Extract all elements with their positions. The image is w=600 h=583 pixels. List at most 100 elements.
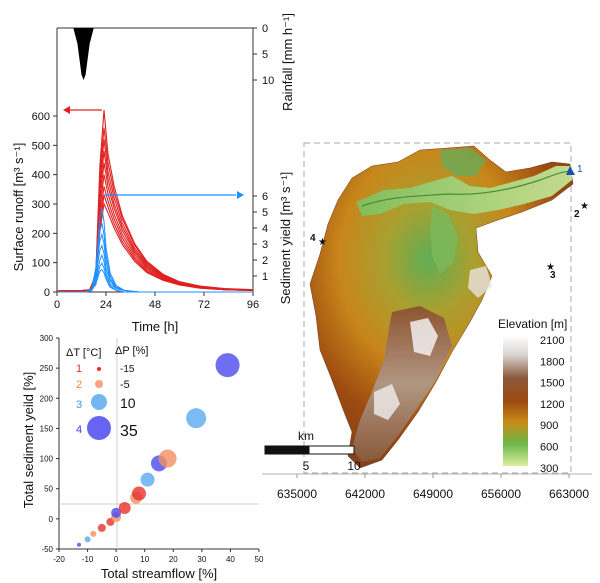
scatter-point [140, 472, 155, 487]
scatter-panel: -20 -10 0 10 20 30 40 50 -50 0 50 100 150 200 250 300 T… [21, 334, 264, 581]
legend-dp-marker-10 [91, 394, 107, 410]
hydro-ylabel-right: Sediment yield [m³ s⁻¹] [278, 172, 293, 305]
legend-dp-10: 10 [120, 395, 136, 411]
legend-dp-marker-minus5 [95, 380, 103, 388]
station-2-marker: ★ [580, 201, 589, 212]
scatter-point [77, 542, 81, 547]
scatter-ytick-label: 100 [40, 455, 54, 464]
elevation-colorbar [503, 336, 528, 466]
scatter-ytick-label: -50 [41, 545, 53, 554]
scatter-point [118, 502, 131, 515]
valley-branch-south [430, 206, 458, 274]
scatter-point [90, 530, 97, 537]
map-xtick-label: 635000 [277, 487, 317, 501]
map-xtick-label: 642000 [345, 487, 385, 501]
scalebar-unit: km [298, 429, 314, 443]
sediment-series-15 [57, 268, 253, 293]
scatter-xtick-label: 0 [114, 555, 119, 564]
legend-dp-minus5: -5 [120, 379, 130, 391]
elevation-tick-label: 600 [540, 442, 558, 454]
hydro-xtick-label: 24 [100, 299, 112, 311]
legend-dp-35: 35 [120, 423, 138, 440]
sediment-series-11 [57, 232, 253, 293]
rainfall-hyetograph [73, 28, 94, 80]
runoff-series-8 [56, 202, 254, 292]
snow-peaks-2 [374, 384, 400, 420]
scatter-xtick-label: 10 [140, 555, 149, 564]
scatter-point [111, 507, 122, 518]
hydro-xlabel: Time [h] [132, 319, 178, 334]
runoff-series-5 [56, 174, 254, 292]
scalebar-white [308, 445, 355, 455]
sediment-ytick-label: 2 [262, 255, 268, 267]
valley-branch-north [440, 148, 486, 176]
hydro-ylabel-rainfall: Rainfall [mm h⁻¹] [280, 13, 295, 111]
hydro-ylabel-left: Surface runoff [m³ s⁻¹] [11, 143, 26, 272]
rainfall-ytick-label: 5 [262, 49, 268, 61]
elevation-tick-label: 1200 [540, 399, 564, 411]
station-1-triangle [566, 166, 575, 175]
legend-dt-4: 4 [76, 424, 82, 436]
legend-dt-header: ΔT [°C] [66, 347, 101, 359]
hydro-xtick-label: 48 [149, 299, 161, 311]
runoff-axis-arrow [63, 106, 102, 114]
station-3-label: 3 [550, 270, 556, 281]
map-xtick-label: 656000 [481, 487, 521, 501]
scatter-ytick-label: 50 [44, 485, 53, 494]
scatter-point [158, 449, 177, 468]
legend-dt-1: 1 [76, 363, 82, 375]
scatter-ytick-label: 200 [40, 394, 54, 403]
legend-dp-marker-35 [87, 416, 111, 440]
rainfall-ytick-label: 0 [262, 23, 268, 35]
elevation-tick-label: 900 [540, 420, 558, 432]
scatter-xtick-label: 40 [226, 555, 235, 564]
scatter-xtick-label: -10 [82, 555, 94, 564]
runoff-series-1 [56, 127, 254, 292]
scatter-ytick-label: 250 [40, 364, 54, 373]
sediment-ytick-label: 5 [262, 207, 268, 219]
snow-peaks-1 [410, 318, 438, 356]
hydrograph-panel: 0 24 48 72 96 0 100 200 300 400 500 600 1 2 3 4 5 6 0 5 10 T… [11, 13, 295, 334]
valley-lowland [356, 166, 572, 216]
map-frame [303, 142, 572, 474]
scatter-xtick-label: -20 [53, 555, 65, 564]
legend-dp-header: ΔP [%] [115, 345, 148, 357]
elevation-tick-label: 1500 [540, 378, 564, 390]
elevation-map-panel: 1 ★ 2 ★ 3 ★ 4 Elevation [m] 2100 1800 1500… [262, 142, 592, 501]
station-2-label: 2 [574, 209, 580, 220]
legend-dp-marker-minus15 [97, 367, 101, 371]
runoff-series-4 [56, 162, 254, 292]
scatter-point [132, 486, 146, 501]
runoff-ytick-label: 100 [32, 258, 50, 270]
runoff-ytick-label: 500 [32, 140, 50, 152]
scatter-legend: ΔT [°C] ΔP [%] 1 2 3 4 -15 -5 10 35 [66, 345, 148, 440]
legend-dt-3: 3 [76, 399, 82, 411]
elevation-tick-label: 1800 [540, 356, 564, 368]
scatter-ylabel: Total sediment yeild [%] [21, 372, 36, 509]
legend-dt-2: 2 [76, 379, 82, 391]
sediment-axis-arrow [104, 191, 244, 199]
scalebar-label-10: 10 [347, 459, 361, 473]
hydro-xtick-label: 96 [247, 299, 259, 311]
runoff-ytick-label: 400 [32, 170, 50, 182]
scatter-xlabel: Total streamflow [%] [101, 566, 217, 581]
runoff-ytick-label: 600 [32, 111, 50, 123]
scatter-xtick-label: 30 [197, 555, 206, 564]
runoff-ytick-label: 0 [44, 287, 50, 299]
scatter-ytick-label: 0 [49, 515, 54, 524]
sediment-series-9 [57, 208, 253, 293]
map-xtick-label: 663000 [549, 487, 589, 501]
scatter-point [84, 536, 91, 543]
scalebar-label-5: 5 [303, 459, 310, 473]
elevation-legend-title: Elevation [m] [498, 317, 567, 331]
sediment-ytick-label: 4 [262, 223, 268, 235]
station-4-label: 4 [310, 233, 316, 244]
runoff-series-0 [56, 110, 254, 292]
scalebar-black [264, 445, 310, 455]
elevation-tick-label: 300 [540, 463, 558, 475]
runoff-ytick-label: 300 [32, 199, 50, 211]
scatter-xtick-label: 50 [255, 555, 264, 564]
scatter-point [215, 353, 240, 378]
sediment-ytick-label: 3 [262, 239, 268, 251]
